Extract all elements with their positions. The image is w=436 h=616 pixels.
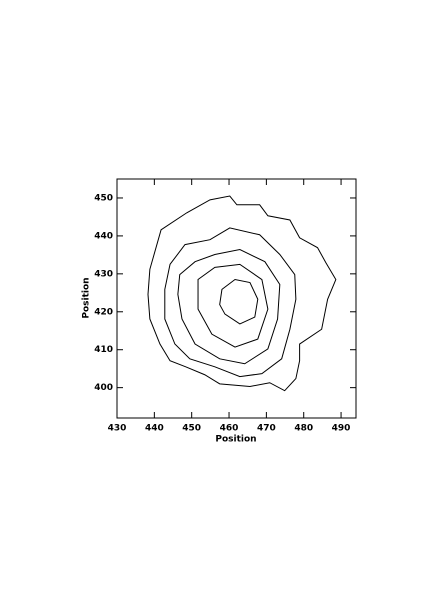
y-tick-label: 430 [94,269,113,279]
y-tick-label: 410 [94,345,113,355]
y-tick-label: 440 [94,231,113,241]
x-tick-label: 430 [108,424,127,434]
contour-line [147,195,337,392]
x-tick-label: 480 [294,424,313,434]
y-tick-label: 420 [94,307,113,317]
x-tick-label: 450 [182,424,201,434]
x-tick-label: 470 [257,424,276,434]
contour-line [197,263,269,348]
contour-line [219,278,259,325]
plot-frame [116,178,357,419]
y-tick-label: 400 [94,383,113,393]
x-tick-label: 460 [220,424,239,434]
x-tick-label: 490 [332,424,351,434]
y-tick-label: 450 [94,193,113,203]
contour-line [164,227,297,378]
x-tick-label: 440 [145,424,164,434]
y-axis-label: Position [82,277,92,318]
contour-line [177,249,281,365]
x-axis-label: Position [215,435,256,445]
